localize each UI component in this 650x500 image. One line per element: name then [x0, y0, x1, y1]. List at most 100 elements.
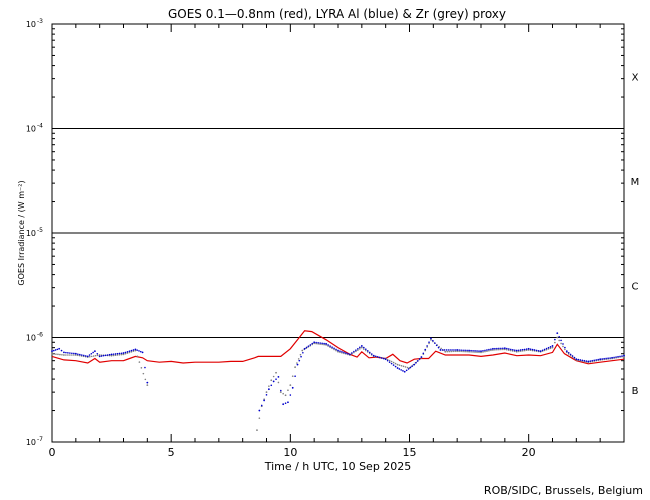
- series-point: [525, 349, 528, 352]
- series-point: [564, 346, 566, 349]
- series-point: [57, 353, 59, 356]
- series-point: [365, 349, 367, 352]
- series-point: [448, 350, 451, 353]
- series-point: [448, 349, 450, 351]
- series-point: [96, 354, 99, 357]
- series-point: [409, 366, 412, 369]
- series-point: [519, 350, 522, 352]
- series-point: [450, 350, 453, 353]
- series-point: [480, 350, 482, 353]
- series-point: [619, 355, 621, 358]
- series-point: [284, 402, 287, 405]
- series-point: [67, 352, 69, 354]
- series-point: [571, 355, 574, 357]
- series-point: [560, 339, 562, 342]
- series-point: [464, 349, 466, 352]
- series-point: [484, 349, 486, 352]
- series-point: [513, 350, 516, 353]
- series-point: [128, 351, 131, 354]
- series-point: [327, 344, 329, 346]
- series-point: [593, 359, 596, 362]
- series-point: [289, 394, 292, 396]
- series-point: [333, 348, 335, 351]
- series-point: [424, 348, 427, 351]
- series-point: [445, 349, 448, 351]
- series-point: [73, 354, 75, 356]
- series-point: [492, 347, 494, 350]
- series-point: [402, 365, 405, 368]
- series-point: [77, 353, 79, 355]
- series-point: [613, 356, 615, 359]
- series-point: [272, 380, 275, 383]
- series-point: [605, 357, 607, 360]
- series-point: [307, 345, 310, 347]
- series-point: [426, 345, 428, 347]
- series-point: [58, 347, 61, 350]
- series-point: [404, 366, 407, 368]
- series-point: [420, 356, 423, 358]
- series-point: [329, 345, 331, 347]
- y-tick-label: 10: [26, 125, 36, 134]
- flare-class-m: M: [631, 177, 640, 188]
- y-tick-exponent: -6: [37, 332, 43, 339]
- y-tick-label: 10: [26, 20, 36, 29]
- series-point: [549, 346, 552, 348]
- series-point: [343, 351, 345, 354]
- series-point: [124, 352, 127, 355]
- series-point: [386, 358, 389, 361]
- series-point: [426, 346, 428, 348]
- series-point: [486, 349, 488, 351]
- series-point: [460, 349, 462, 351]
- series-point: [55, 353, 57, 355]
- y-tick-exponent: -3: [37, 18, 43, 25]
- series-point: [386, 359, 389, 362]
- series-point: [396, 363, 399, 366]
- series-point: [462, 349, 464, 352]
- series-point: [597, 358, 599, 361]
- series-point: [494, 349, 496, 351]
- series-point: [390, 362, 393, 365]
- series-point: [84, 355, 87, 357]
- series-point: [549, 347, 552, 350]
- series-point: [359, 348, 361, 350]
- series-point: [556, 336, 559, 339]
- series-point: [603, 357, 605, 360]
- series-point: [519, 349, 522, 351]
- series-point: [400, 369, 402, 371]
- series-point: [498, 348, 500, 351]
- series-point: [560, 342, 562, 345]
- series-point: [521, 350, 524, 352]
- series-point: [329, 346, 331, 348]
- series-point: [272, 375, 275, 378]
- series-point: [440, 347, 442, 350]
- series-point: [138, 361, 141, 363]
- series-point: [270, 379, 273, 382]
- x-axis-label: Time / h UTC, 10 Sep 2025: [264, 460, 412, 473]
- series-point: [486, 350, 488, 352]
- series-point: [482, 349, 484, 352]
- series-point: [621, 355, 623, 357]
- series-point: [94, 354, 97, 357]
- series-point: [268, 385, 270, 387]
- credit-text: ROB/SIDC, Brussels, Belgium: [484, 484, 643, 497]
- series-point: [382, 357, 385, 360]
- series-point: [554, 338, 556, 341]
- series-point: [359, 346, 361, 349]
- series-point: [366, 350, 369, 352]
- series-point: [456, 349, 459, 351]
- series-point: [558, 335, 560, 338]
- series-point: [128, 350, 131, 353]
- series-point: [587, 360, 590, 363]
- series-point: [297, 358, 300, 360]
- series-point: [394, 362, 397, 365]
- series-point: [591, 359, 594, 362]
- series-point: [112, 354, 115, 357]
- chart-title: GOES 0.1—0.8nm (red), LYRA Al (blue) & Z…: [168, 7, 506, 21]
- series-point: [363, 346, 365, 349]
- series-point: [539, 350, 542, 353]
- series-point: [521, 348, 524, 351]
- series-point: [589, 360, 592, 362]
- series-point: [106, 354, 109, 356]
- series-point: [61, 353, 63, 356]
- series-point: [623, 354, 625, 357]
